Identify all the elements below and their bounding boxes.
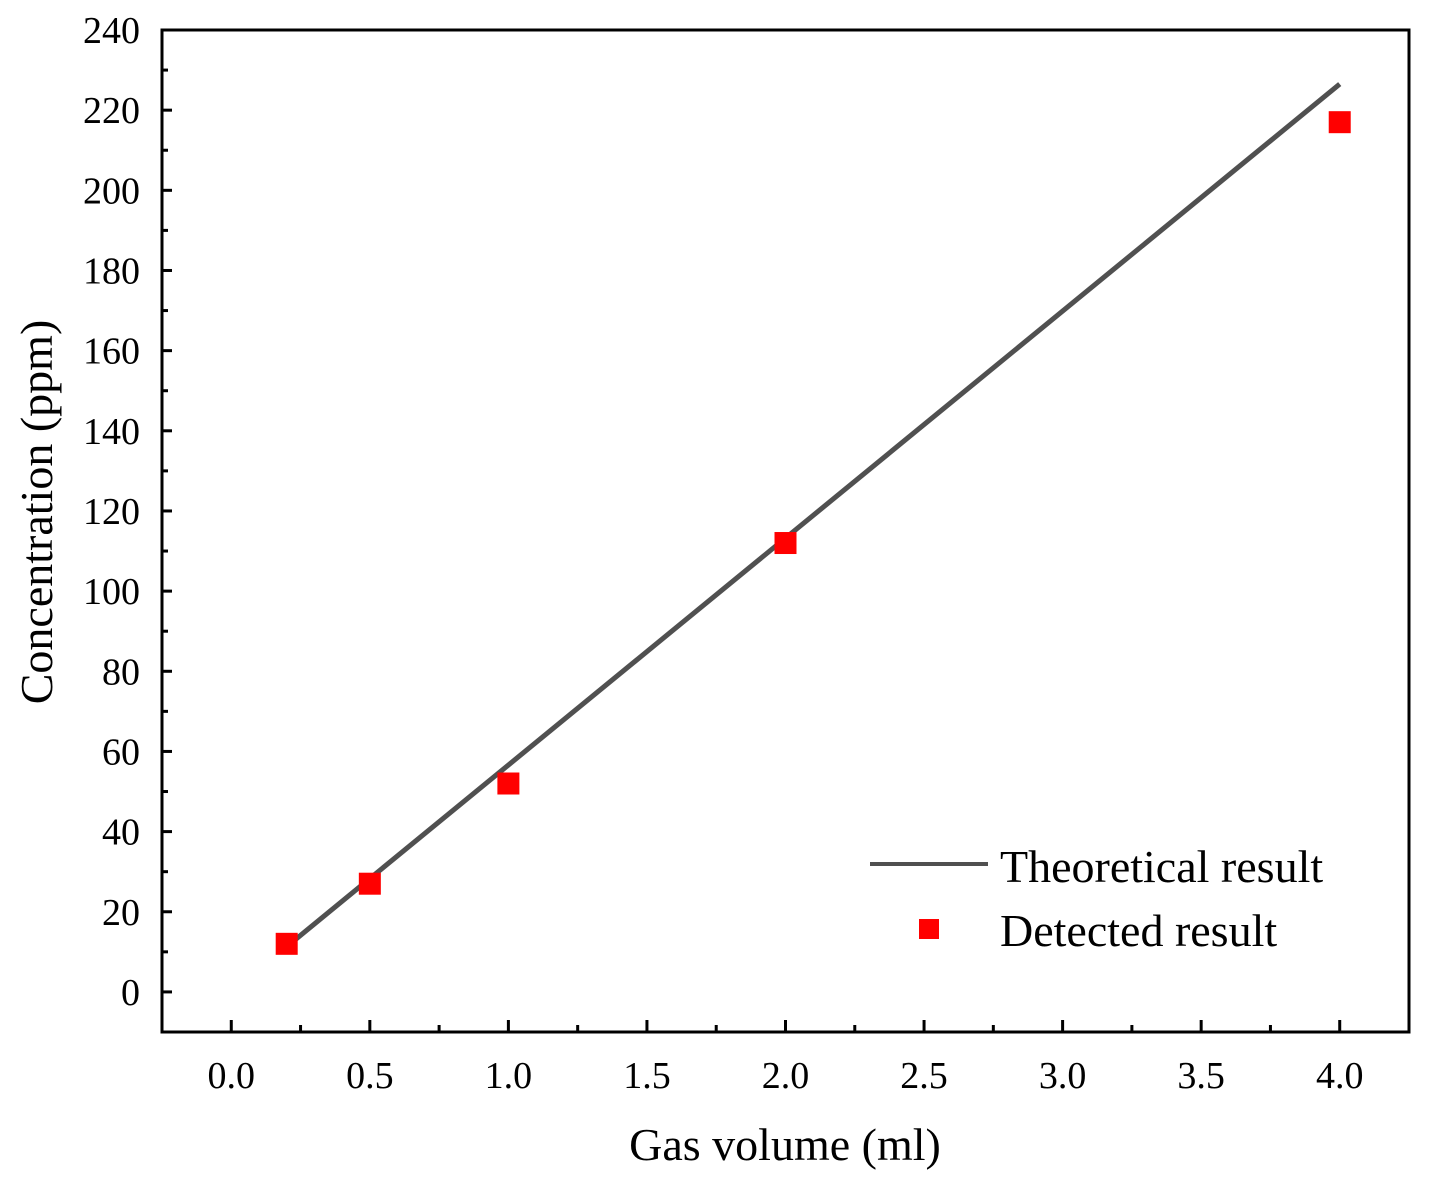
legend-marker-detected bbox=[919, 919, 939, 939]
data-point-detected bbox=[774, 532, 797, 555]
y-tick-label: 140 bbox=[83, 411, 140, 453]
data-point-detected bbox=[497, 772, 520, 795]
x-tick-label: 0.5 bbox=[346, 1055, 394, 1097]
plot-series bbox=[275, 82, 1351, 955]
y-tick-label: 80 bbox=[102, 651, 140, 693]
x-tick-label: 1.0 bbox=[485, 1055, 533, 1097]
series-line-theoretical bbox=[285, 82, 1342, 949]
y-tick-label: 200 bbox=[83, 170, 140, 212]
x-axis-title: Gas volume (ml) bbox=[629, 1119, 941, 1170]
y-tick-label: 20 bbox=[102, 892, 140, 934]
plot-frame bbox=[160, 28, 1411, 1034]
data-point-detected bbox=[358, 872, 381, 895]
legend-label-theoretical: Theoretical result bbox=[1000, 841, 1323, 892]
x-axis-ticks: 0.0 0.5 1.0 1.5 2.0 2.5 3.0 3.5 4.0 bbox=[208, 1020, 1364, 1097]
y-tick-label: 120 bbox=[83, 491, 140, 533]
y-tick-label: 0 bbox=[121, 972, 140, 1014]
x-tick-label: 4.0 bbox=[1316, 1055, 1364, 1097]
y-tick-label: 60 bbox=[102, 731, 140, 773]
x-tick-label: 0.0 bbox=[208, 1055, 256, 1097]
y-tick-label: 40 bbox=[102, 812, 140, 854]
y-tick-label: 100 bbox=[83, 571, 140, 613]
y-tick-label: 180 bbox=[83, 250, 140, 292]
x-tick-label: 2.0 bbox=[762, 1055, 810, 1097]
legend: Theoretical result Detected result bbox=[870, 841, 1323, 956]
y-tick-label: 220 bbox=[83, 90, 140, 132]
data-point-detected bbox=[275, 932, 298, 955]
legend-label-detected: Detected result bbox=[1000, 905, 1277, 956]
x-tick-label: 1.5 bbox=[623, 1055, 671, 1097]
x-tick-label: 3.5 bbox=[1177, 1055, 1225, 1097]
y-axis-ticks: 0 20 40 60 80 100 120 140 160 180 200 220 240 bbox=[83, 10, 172, 1014]
data-point-detected bbox=[1328, 111, 1351, 134]
y-tick-label: 240 bbox=[83, 10, 140, 52]
x-tick-label: 2.5 bbox=[900, 1055, 948, 1097]
x-tick-label: 3.0 bbox=[1039, 1055, 1087, 1097]
y-tick-label: 160 bbox=[83, 331, 140, 373]
y-axis-title: Concentration (ppm) bbox=[11, 320, 62, 705]
